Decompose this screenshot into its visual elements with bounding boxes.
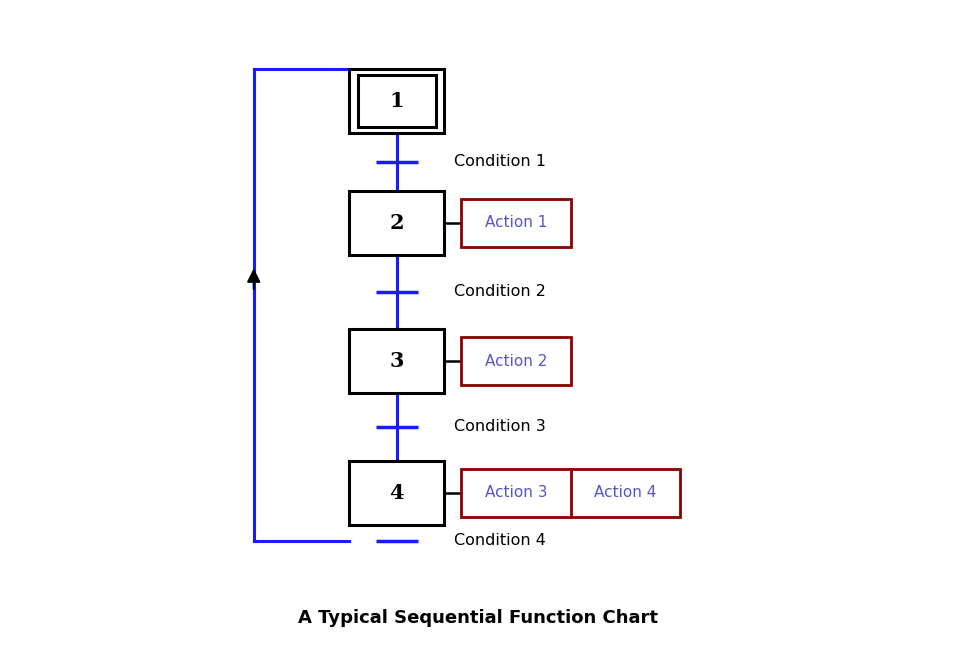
Text: Condition 1: Condition 1 <box>454 154 545 170</box>
Text: Action 3: Action 3 <box>485 485 547 500</box>
Bar <box>357 75 435 127</box>
Bar <box>461 337 571 385</box>
Bar <box>349 69 444 133</box>
Text: 4: 4 <box>390 482 404 502</box>
Text: Condition 4: Condition 4 <box>454 533 545 548</box>
Text: Action 2: Action 2 <box>485 353 547 368</box>
Bar <box>349 461 444 525</box>
Bar <box>461 469 680 517</box>
Text: 2: 2 <box>390 213 404 233</box>
Bar <box>349 329 444 393</box>
Bar <box>461 199 571 247</box>
Text: 1: 1 <box>390 91 404 111</box>
Text: A Typical Sequential Function Chart: A Typical Sequential Function Chart <box>298 609 657 627</box>
Text: Action 4: Action 4 <box>594 485 657 500</box>
Text: 3: 3 <box>390 351 404 371</box>
Text: Condition 3: Condition 3 <box>454 419 545 434</box>
Text: Action 1: Action 1 <box>485 215 547 230</box>
Text: Condition 2: Condition 2 <box>454 284 545 299</box>
Bar <box>349 191 444 255</box>
